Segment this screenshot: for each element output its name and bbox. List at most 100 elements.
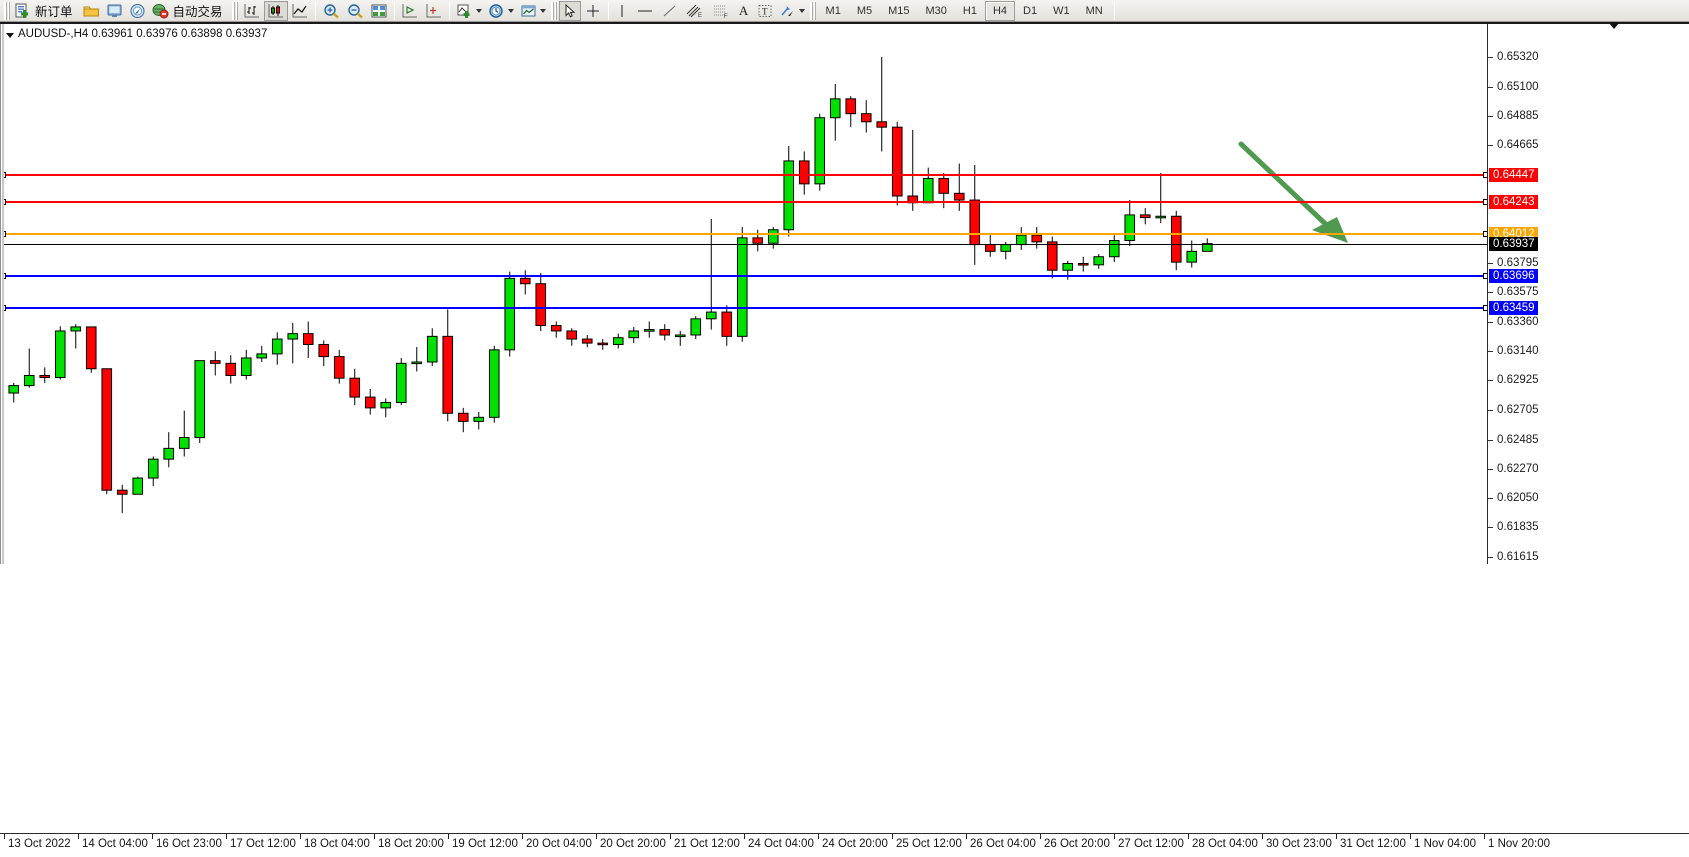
time-tick-mark	[1040, 834, 1041, 839]
equidistant-channel-button[interactable]: E	[682, 1, 708, 21]
trendline-button[interactable]	[658, 1, 682, 21]
price-tick-mark	[1488, 557, 1493, 558]
text-button[interactable]: A	[734, 1, 754, 21]
toolbar-grip-4[interactable]	[809, 1, 816, 20]
time-tick-label: 18 Oct 04:00	[304, 838, 370, 850]
new-order-button[interactable]: 新订单	[12, 1, 80, 21]
arrows-button[interactable]	[776, 1, 808, 21]
time-tick-label: 24 Oct 20:00	[822, 838, 888, 850]
chart-frame[interactable]: AUDUSD-,H4 0.63961 0.63976 0.63898 0.639…	[0, 22, 1689, 857]
toolbar-grip[interactable]	[4, 1, 10, 20]
indicators-caret-icon[interactable]	[475, 8, 482, 13]
chart-scroll-caret-icon[interactable]	[1609, 23, 1619, 29]
time-tick-label: 26 Oct 04:00	[970, 838, 1036, 850]
indicators-button[interactable]	[453, 1, 485, 21]
new-order-icon	[15, 3, 28, 18]
cursor-button[interactable]	[558, 0, 581, 21]
timeframe-m15-button[interactable]: M15	[888, 4, 910, 17]
price-level-line-0.64243[interactable]	[0, 199, 1489, 206]
zoom-out-button[interactable]	[343, 1, 367, 21]
time-tick-mark	[1262, 834, 1263, 839]
timeframe-m1-button[interactable]: M1	[825, 4, 841, 17]
auto-scroll-button[interactable]	[398, 1, 422, 21]
text-label-button[interactable]: T	[754, 1, 776, 21]
navigator-button[interactable]	[126, 1, 149, 21]
price-level-line-0.63937[interactable]	[0, 243, 1488, 245]
arrows-caret-icon[interactable]	[798, 8, 805, 13]
time-tick-mark	[1336, 834, 1337, 839]
price-tick-mark	[1488, 351, 1493, 353]
toolbar-separator-2	[393, 1, 395, 20]
price-level-line-0.63696[interactable]	[0, 273, 1489, 280]
channel-icon: E	[686, 4, 702, 19]
price-tick-label: 0.62925	[1497, 374, 1539, 387]
price-level-line-0.64447[interactable]	[0, 171, 1489, 178]
price-tag-0.63937[interactable]: 0.63937	[1489, 236, 1538, 251]
time-axis: 13 Oct 2022 14 Oct 04:00 16 Oct 23:00 17 Oc…	[0, 833, 1689, 857]
price-level-line-0.63459[interactable]	[0, 305, 1489, 312]
timeframe-h1-button[interactable]: H1	[962, 4, 977, 17]
templates-button[interactable]	[517, 1, 549, 21]
clock-icon	[488, 3, 503, 18]
toolbar-separator-3	[448, 1, 450, 20]
price-level-line-0.64012[interactable]	[0, 230, 1489, 237]
timeframe-mn-button[interactable]: MN	[1085, 4, 1103, 17]
time-tick-label: 21 Oct 12:00	[674, 838, 740, 850]
period-button[interactable]	[485, 1, 517, 21]
bar-chart-icon	[244, 3, 259, 17]
crosshair-icon	[586, 4, 599, 17]
timeframe-m30-button[interactable]: M30	[925, 4, 947, 17]
toolbar-grip-3[interactable]	[550, 1, 557, 20]
data-window-button[interactable]	[80, 1, 103, 21]
timeframe-d1-button[interactable]: D1	[1023, 4, 1038, 17]
price-tick-mark	[1488, 86, 1493, 88]
line-chart-button[interactable]	[288, 1, 312, 21]
horizontal-line-button[interactable]	[632, 1, 658, 21]
price-tick-mark	[1488, 292, 1493, 294]
vertical-line-button[interactable]	[612, 1, 632, 21]
symbol-dropdown-icon[interactable]	[6, 33, 14, 38]
time-tick-label: 26 Oct 20:00	[1044, 838, 1110, 850]
time-tick-label: 19 Oct 12:00	[452, 838, 518, 850]
zoom-out-icon	[347, 3, 363, 18]
toolbar-grip-2[interactable]	[231, 1, 238, 20]
time-tick-mark	[1114, 834, 1115, 839]
bar-chart-button[interactable]	[240, 1, 264, 21]
timeframe-h4-button[interactable]: H4	[984, 0, 1016, 21]
price-tag-0.64243[interactable]: 0.64243	[1489, 195, 1538, 210]
fibonacci-button[interactable]: F	[708, 1, 734, 21]
terminal-button[interactable]	[103, 1, 126, 21]
period-caret-icon[interactable]	[507, 8, 514, 13]
time-tick-mark	[1188, 834, 1189, 839]
price-scale[interactable]: 0.65320 0.65100 0.64885 0.64665 0.64447 0.642…	[1487, 24, 1588, 564]
price-tag-0.64447[interactable]: 0.64447	[1489, 167, 1538, 182]
price-pane[interactable]: AUDUSD-,H4 0.63961 0.63976 0.63898 0.639…	[0, 24, 1588, 564]
timeframe-w1-button[interactable]: W1	[1053, 4, 1070, 17]
grid-button[interactable]	[367, 1, 391, 21]
time-tick-label: 17 Oct 12:00	[230, 838, 296, 850]
price-tick-mark	[1488, 439, 1493, 441]
time-tick-label: 16 Oct 23:00	[156, 838, 222, 850]
price-tick-mark	[1488, 57, 1493, 58]
time-tick-label: 14 Oct 04:00	[82, 838, 148, 850]
price-tick-label: 0.64665	[1497, 139, 1539, 152]
timeframe-m5-button[interactable]: M5	[856, 4, 873, 17]
toolbar-separator-1	[314, 1, 316, 20]
time-tick-mark	[818, 834, 819, 839]
price-tick-mark	[1488, 145, 1493, 147]
templates-caret-icon[interactable]	[539, 8, 546, 13]
crosshair-button[interactable]	[581, 1, 605, 21]
time-tick-label: 18 Oct 20:00	[378, 838, 444, 850]
price-tag-0.63696[interactable]: 0.63696	[1489, 269, 1538, 284]
price-tag-0.63459[interactable]: 0.63459	[1489, 301, 1538, 316]
time-tick-label: 30 Oct 23:00	[1266, 838, 1332, 850]
cursor-arrow-icon	[565, 3, 575, 17]
price-tick-mark	[1488, 115, 1493, 117]
timeframe-group: M1 M5 M15 M30 H1 H4 D1 W1 MN	[818, 0, 1111, 21]
candle-chart-button[interactable]	[263, 0, 288, 21]
svg-text:F: F	[724, 14, 728, 19]
text-box-icon: T	[758, 4, 772, 17]
zoom-in-button[interactable]	[319, 1, 343, 21]
market-watch-button[interactable]: 自动交易	[149, 1, 230, 21]
chart-shift-button[interactable]	[422, 1, 446, 21]
